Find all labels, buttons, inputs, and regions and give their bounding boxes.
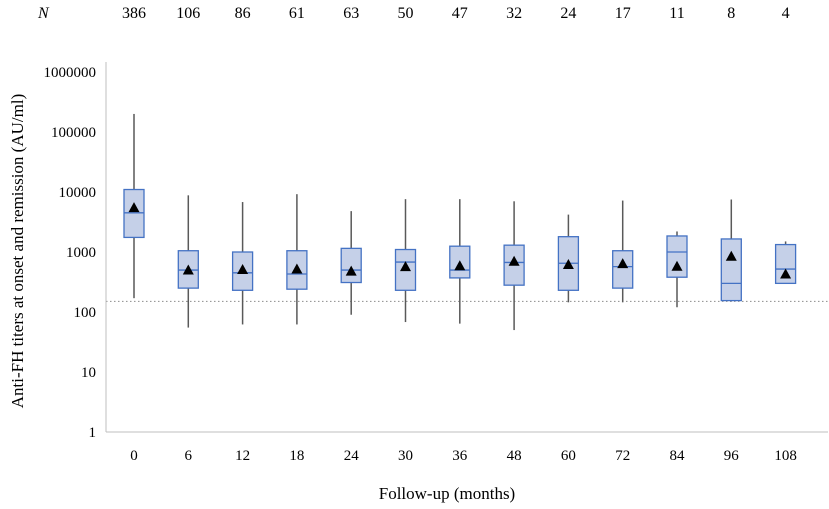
box-18	[286, 194, 308, 325]
y-tick-label: 10000	[59, 185, 97, 201]
box-body	[340, 247, 362, 284]
mean-marker	[725, 250, 737, 261]
y-tick-label: 1000000	[44, 65, 97, 81]
box-0	[123, 113, 145, 299]
x-tick-label: 108	[774, 448, 797, 464]
n-value: 32	[506, 5, 522, 22]
n-value: 386	[122, 5, 146, 22]
box-96	[720, 199, 742, 302]
mean-marker	[671, 260, 683, 271]
box-72	[612, 200, 634, 303]
mean-marker	[508, 255, 520, 266]
x-tick-label: 96	[724, 448, 740, 464]
box-6	[177, 195, 199, 328]
x-tick-label: 0	[130, 448, 138, 464]
n-value: 24	[560, 5, 576, 22]
mean-marker	[237, 264, 249, 275]
box-body	[720, 238, 742, 302]
x-tick-label: 36	[452, 448, 468, 464]
n-label: N	[37, 5, 50, 22]
x-axis-title: Follow-up (months)	[379, 484, 515, 503]
box-36	[449, 199, 471, 324]
y-tick-label: 1	[89, 425, 97, 441]
box-12	[231, 202, 254, 325]
n-value: 4	[782, 5, 790, 22]
box-60	[557, 214, 580, 303]
n-value: 8	[727, 5, 735, 22]
mean-marker	[345, 265, 357, 276]
box-body	[774, 243, 797, 285]
y-tick-label: 10	[81, 365, 96, 381]
box-body	[123, 188, 145, 239]
box-30	[394, 199, 417, 323]
mean-marker	[454, 260, 466, 271]
box-84	[666, 231, 688, 308]
box-group	[123, 113, 797, 331]
n-value: 50	[398, 5, 414, 22]
y-axis-title: Anti-FH titers at onset and remission (A…	[8, 94, 27, 408]
n-value: 86	[235, 5, 251, 22]
box-108	[774, 241, 797, 285]
n-value: 11	[669, 5, 684, 22]
y-tick-labels: 1 10 100 1000 10000 100000 1000000	[44, 65, 97, 441]
mean-marker	[780, 268, 792, 279]
n-value: 63	[343, 5, 359, 22]
n-value: 47	[452, 5, 468, 22]
x-tick-labels: 0612182430364860728496108120	[130, 448, 829, 464]
x-tick-label: 84	[670, 448, 686, 464]
mean-marker	[182, 264, 194, 275]
mean-marker	[400, 261, 411, 272]
n-value: 106	[176, 5, 200, 22]
x-tick-label: 30	[398, 448, 413, 464]
n-value: 61	[289, 5, 305, 22]
n-row: N 386106866163504732241711843	[37, 5, 790, 22]
y-tick-label: 100	[74, 305, 97, 321]
box-24	[340, 211, 362, 315]
x-tick-label: 12	[235, 448, 250, 464]
axes-group	[105, 62, 828, 433]
x-tick-label: 24	[344, 448, 360, 464]
mean-marker	[617, 258, 629, 269]
x-tick-label: 18	[289, 448, 304, 464]
x-tick-label: 48	[507, 448, 522, 464]
x-tick-label: 72	[615, 448, 630, 464]
mean-marker	[128, 202, 140, 213]
x-tick-label: 60	[561, 448, 576, 464]
box-body	[612, 250, 634, 289]
y-tick-label: 1000	[66, 245, 96, 261]
y-tick-label: 100000	[51, 125, 96, 141]
mean-marker	[291, 263, 303, 274]
box-48	[503, 201, 525, 331]
mean-marker	[562, 258, 574, 269]
x-tick-label: 6	[185, 448, 193, 464]
n-value: 17	[615, 5, 631, 22]
box-body	[666, 235, 688, 278]
